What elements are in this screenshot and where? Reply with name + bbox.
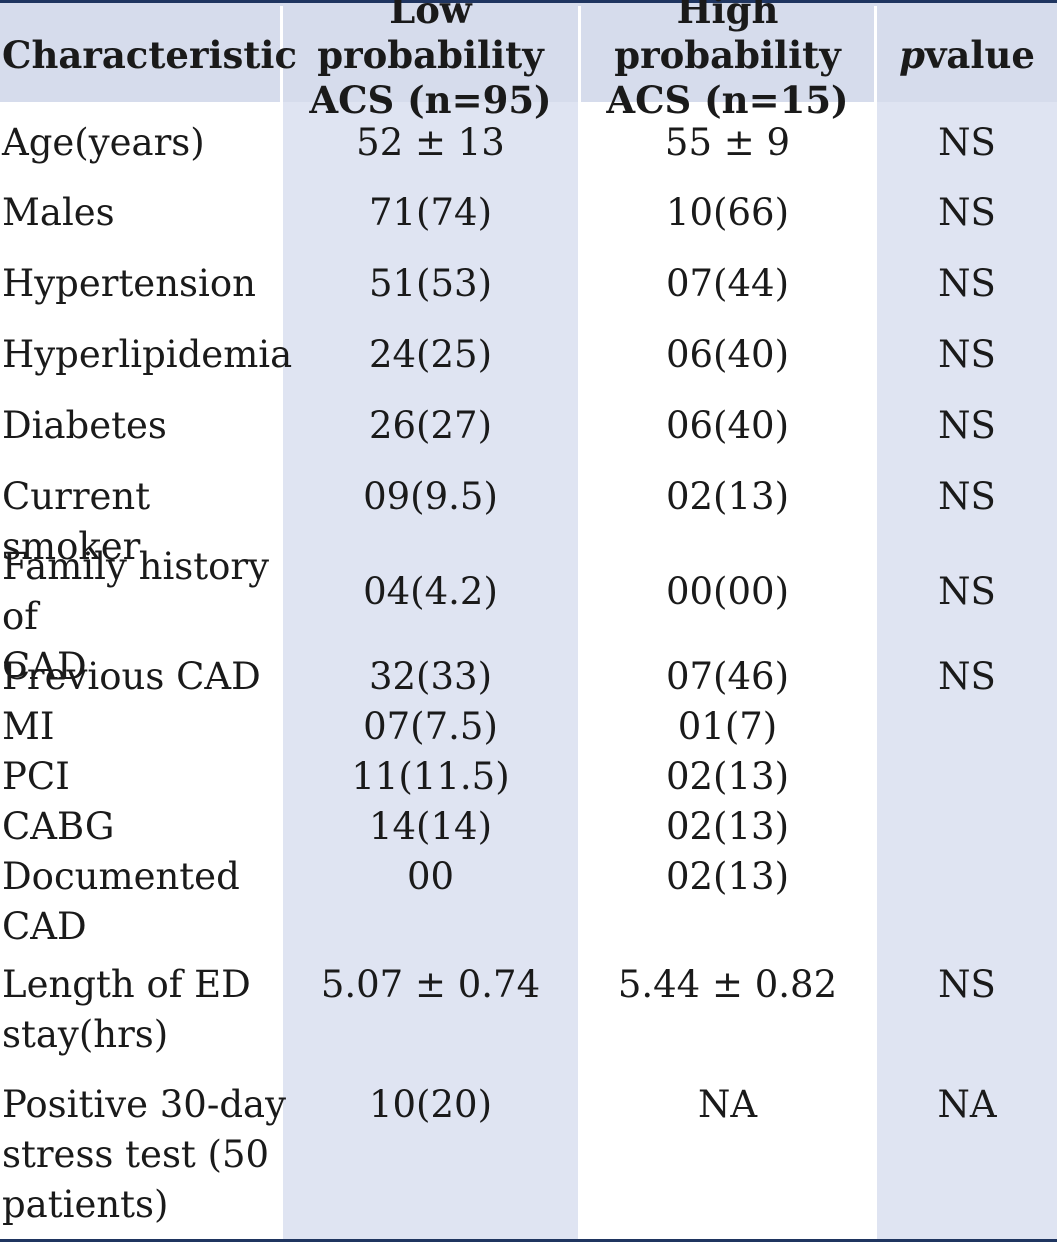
cell-p: NS <box>938 262 996 305</box>
cell-high: NA <box>697 1083 758 1126</box>
cell-p: NS <box>938 333 996 376</box>
header-p-italic: p <box>899 33 925 77</box>
header-p-value: p value <box>877 6 1057 105</box>
cell-low: 52 ± 13 <box>356 121 505 164</box>
cell-characteristic: Positive 30-day stress test (50 patients… <box>2 1083 286 1226</box>
cell-high: 07(44) <box>665 262 790 305</box>
header-high-probability: High probability ACS (n=15) <box>606 0 849 122</box>
cell-high: 00(00) <box>665 570 790 613</box>
cell-characteristic: Current smoker <box>2 475 151 568</box>
cell-high: 55 ± 9 <box>664 121 791 164</box>
cell-p: NS <box>938 570 996 613</box>
cell-p: NS <box>938 191 996 234</box>
cell-characteristic: Hypertension <box>2 262 256 305</box>
cell-characteristic: Family history of CAD <box>2 545 270 688</box>
header-characteristic: Characteristic <box>2 33 298 77</box>
table-header: Characteristic Low probability ACS (n=95… <box>0 0 1057 122</box>
cell-characteristic: Previous CAD MI PCI CABG Documented CAD <box>2 655 261 948</box>
cell-low: 71(74) <box>368 191 493 234</box>
cell-high: 5.44 ± 0.82 <box>617 963 838 1006</box>
cell-p: NS <box>938 475 996 518</box>
cell-low: 04(4.2) <box>363 570 498 613</box>
cell-p: NS <box>938 963 996 1006</box>
cell-low: 10(20) <box>368 1083 493 1126</box>
cell-low: 26(27) <box>368 404 493 447</box>
cell-high: 06(40) <box>665 333 790 376</box>
header-divider <box>874 6 877 105</box>
cell-high: 06(40) <box>665 404 790 447</box>
cell-low: 24(25) <box>368 333 493 376</box>
cell-low: 32(33) 07(7.5) 11(11.5) 14(14) 00 <box>351 655 510 898</box>
cell-low: 51(53) <box>368 262 493 305</box>
header-divider <box>280 6 283 105</box>
cell-high: 10(66) <box>665 191 790 234</box>
cell-p: NS <box>938 655 996 698</box>
cell-p: NS <box>938 121 996 164</box>
header-low-probability: Low probability ACS (n=95) <box>309 0 552 122</box>
cell-low: 09(9.5) <box>363 475 498 518</box>
cell-characteristic: Age(years) <box>2 121 205 164</box>
column-shade-p <box>877 102 1057 1239</box>
cell-p: NA <box>937 1083 997 1126</box>
column-shade-low <box>283 102 578 1239</box>
cell-low: 5.07 ± 0.74 <box>320 963 541 1006</box>
cell-p: NS <box>938 404 996 447</box>
table-bottom-rule <box>0 1239 1057 1242</box>
cell-characteristic: Diabetes <box>2 404 167 447</box>
header-divider <box>578 6 581 105</box>
cell-characteristic: Males <box>2 191 115 234</box>
cell-high: 07(46) 01(7) 02(13) 02(13) 02(13) <box>665 655 790 898</box>
cell-characteristic: Hyperlipidemia <box>2 333 293 376</box>
header-p-rest: value <box>924 33 1035 77</box>
cell-characteristic: Length of ED stay(hrs) <box>2 963 251 1056</box>
cell-high: 02(13) <box>665 475 790 518</box>
